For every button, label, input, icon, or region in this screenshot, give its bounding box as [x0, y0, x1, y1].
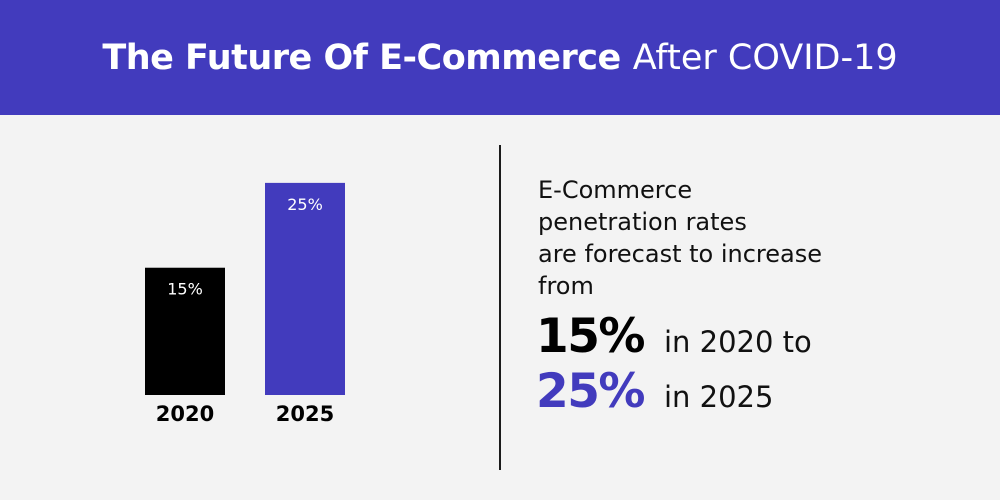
- header-title-light: After COVID-19: [632, 37, 898, 78]
- stat-2020-text: in 2020 to: [664, 325, 812, 359]
- description-line: E-Commerce: [538, 176, 693, 204]
- bar-chart: 15% 2020 25% 2025: [0, 115, 480, 500]
- description-line: from: [538, 272, 594, 300]
- header-title-bold: The Future Of E-Commerce: [102, 37, 621, 78]
- category-label-2020: 2020: [156, 402, 214, 426]
- stat-2025-text: in 2025: [664, 380, 774, 414]
- description-line: penetration rates: [538, 208, 747, 236]
- bar-2025: [265, 182, 345, 395]
- data-label-2025: 25%: [287, 195, 323, 214]
- description-text: E-Commerce penetration rates are forecas…: [538, 174, 978, 302]
- category-label-2025: 2025: [276, 402, 334, 426]
- stat-2020-value: 15%: [536, 309, 646, 364]
- vertical-divider: [499, 145, 501, 470]
- bar-2020: [145, 267, 225, 395]
- bar-chart-svg: 15% 2020 25% 2025: [145, 182, 345, 426]
- stat-2020: 15% in 2020 to: [536, 313, 812, 360]
- stat-2025-value: 25%: [536, 364, 646, 419]
- data-label-2020: 15%: [167, 280, 203, 299]
- stat-2025: 25% in 2025: [536, 368, 773, 415]
- description-line: are forecast to increase: [538, 240, 823, 268]
- header-banner: The Future Of E-Commerce After COVID-19: [0, 0, 1000, 115]
